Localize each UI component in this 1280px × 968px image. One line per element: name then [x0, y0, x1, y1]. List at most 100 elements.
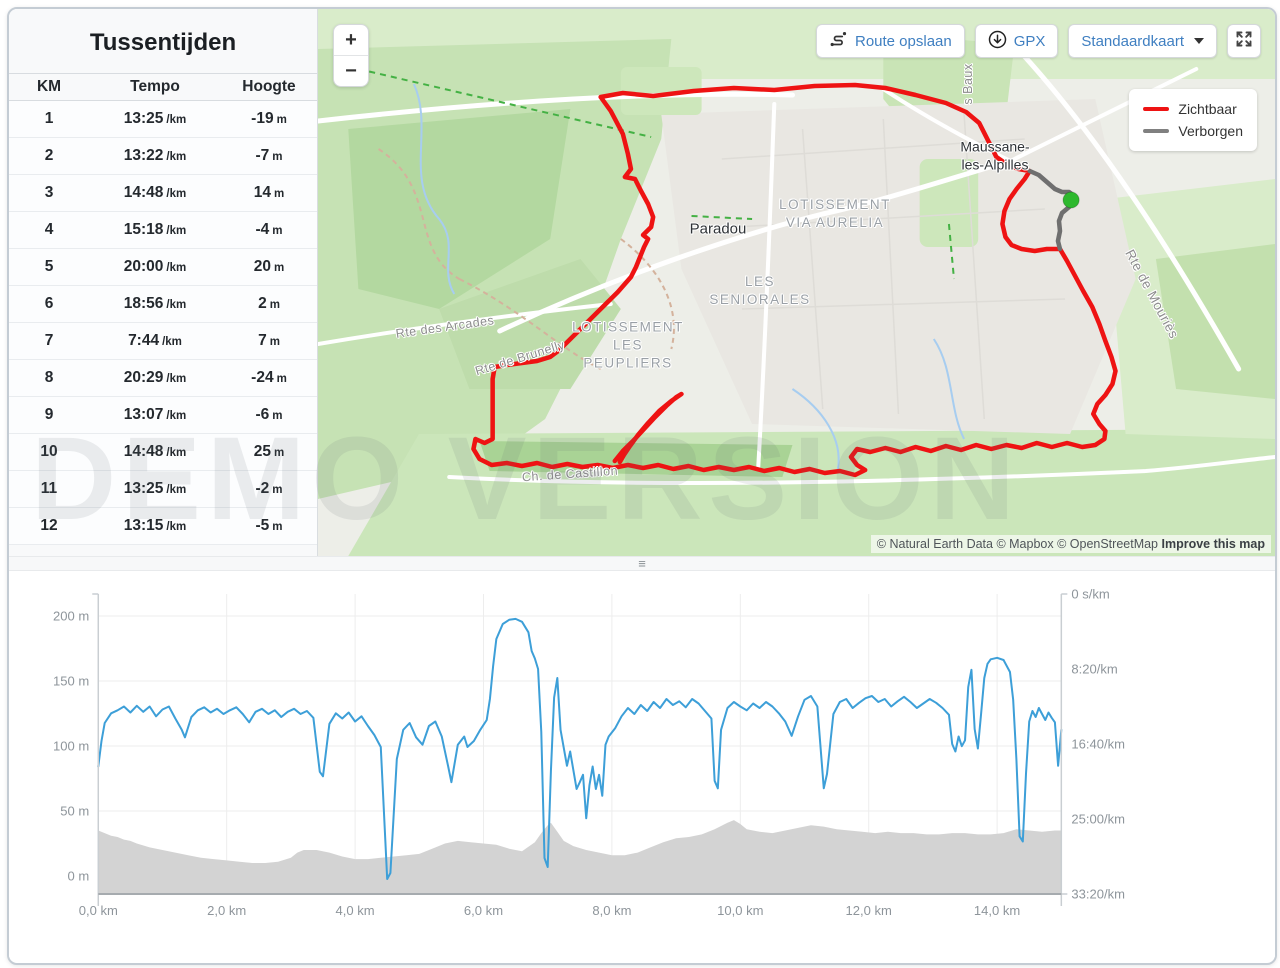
elevation-area: [98, 820, 1062, 894]
split-km: 3: [44, 184, 54, 201]
legend-line-gray: [1143, 129, 1170, 133]
map-basemap: [318, 9, 1275, 556]
divider: [334, 55, 368, 56]
col-km: KM: [36, 78, 62, 95]
split-km: 11: [40, 480, 58, 497]
svg-text:14,0 km: 14,0 km: [974, 903, 1020, 918]
split-tempo: 18:56/km: [123, 295, 187, 312]
split-hoogte: 25 m: [253, 443, 285, 460]
svg-text:10,0 km: 10,0 km: [717, 903, 763, 918]
svg-text:2,0 km: 2,0 km: [207, 903, 246, 918]
split-tempo: 20:29/km: [123, 369, 187, 386]
split-hoogte: -7 m: [255, 147, 283, 164]
zoom-out-button[interactable]: −: [345, 59, 357, 82]
split-km: 4: [44, 221, 54, 238]
split-hoogte: -2 m: [255, 480, 283, 497]
svg-text:100 m: 100 m: [53, 739, 89, 754]
svg-text:33:20/km: 33:20/km: [1071, 887, 1125, 902]
panel-resize-divider[interactable]: ≡: [9, 556, 1275, 571]
route-icon: [829, 30, 848, 53]
svg-text:8,0 km: 8,0 km: [592, 903, 631, 918]
split-tempo: 13:25/km: [123, 480, 187, 497]
split-hoogte: -19 m: [251, 110, 287, 127]
chevron-down-icon: [1194, 38, 1204, 44]
split-tempo: 13:07/km: [123, 406, 187, 423]
splits-panel: Tussentijden KM Tempo Hoogte 1 13:25/km -1…: [9, 9, 317, 556]
route-legend: Zichtbaar Verborgen: [1129, 89, 1257, 151]
legend-line-red: [1143, 107, 1170, 111]
table-row: 6 18:56/km 2 m: [9, 286, 317, 323]
svg-text:150 m: 150 m: [53, 674, 89, 689]
split-km: 9: [44, 406, 54, 423]
svg-text:0 m: 0 m: [68, 869, 90, 884]
split-tempo: 13:25/km: [123, 110, 187, 127]
table-row: 8 20:29/km -24 m: [9, 360, 317, 397]
gpx-download-button[interactable]: GPX: [974, 24, 1059, 58]
svg-text:25:00/km: 25:00/km: [1071, 812, 1125, 827]
map-zoom-control: + −: [333, 24, 369, 87]
route-start-marker: [1062, 191, 1080, 209]
route-layer: [471, 82, 1118, 478]
svg-text:200 m: 200 m: [53, 609, 89, 624]
split-tempo: 14:48/km: [123, 443, 187, 460]
table-row: 5 20:00/km 20 m: [9, 249, 317, 286]
svg-text:0,0 km: 0,0 km: [79, 903, 118, 918]
pace-elevation-chart[interactable]: 200 m 150 m 100 m 50 m 0 m 0 s/km 8:20/km 16:40…: [9, 571, 1275, 957]
table-row: 3 14:48/km 14 m: [9, 175, 317, 212]
svg-text:50 m: 50 m: [60, 804, 89, 819]
table-row: 9 13:07/km -6 m: [9, 397, 317, 434]
table-row: 10 14:48/km 25 m: [9, 434, 317, 471]
pace-line: [97, 617, 1063, 880]
split-km: 1: [44, 110, 54, 127]
map-toolbar: Route opslaan GPX Standaardkaart: [815, 24, 1261, 58]
improve-map-link[interactable]: Improve this map: [1161, 537, 1266, 551]
fullscreen-icon: [1235, 30, 1253, 52]
split-hoogte: -24 m: [251, 369, 287, 386]
fullscreen-button[interactable]: [1227, 24, 1261, 58]
app-frame: Tussentijden KM Tempo Hoogte 1 13:25/km -1…: [7, 7, 1277, 965]
table-row: 4 15:18/km -4 m: [9, 212, 317, 249]
svg-text:0 s/km: 0 s/km: [1071, 587, 1109, 602]
chart-svg: 200 m 150 m 100 m 50 m 0 m 0 s/km 8:20/km 16:40…: [53, 587, 1125, 918]
split-km: 10: [40, 443, 58, 460]
download-icon: [988, 30, 1007, 53]
table-row: 1 13:25/km -19 m: [9, 101, 317, 138]
page-title: Tussentijden: [89, 29, 237, 56]
split-tempo: 15:18/km: [123, 221, 187, 238]
split-hoogte: -5 m: [255, 517, 283, 534]
split-tempo: 13:15/km: [123, 517, 187, 534]
table-row: 12 13:15/km -5 m: [9, 508, 317, 545]
svg-text:8:20/km: 8:20/km: [1071, 662, 1117, 677]
save-route-button[interactable]: Route opslaan: [815, 24, 965, 58]
split-hoogte: 14 m: [253, 184, 285, 201]
splits-table-header: KM Tempo Hoogte: [9, 73, 317, 101]
table-row: 11 13:25/km -2 m: [9, 471, 317, 508]
col-tempo: Tempo: [130, 78, 180, 95]
split-km: 2: [44, 147, 54, 164]
legend-item-visible[interactable]: Zichtbaar: [1143, 98, 1243, 120]
split-tempo: 20:00/km: [123, 258, 187, 275]
svg-text:12,0 km: 12,0 km: [846, 903, 892, 918]
map-style-dropdown[interactable]: Standaardkaart: [1068, 24, 1217, 58]
col-hoogte: Hoogte: [242, 78, 296, 95]
zoom-in-button[interactable]: +: [345, 28, 357, 51]
split-hoogte: -4 m: [255, 221, 283, 238]
legend-item-hidden[interactable]: Verborgen: [1143, 120, 1243, 142]
split-tempo: 7:44/km: [128, 332, 182, 349]
map-canvas[interactable]: Paradou LOTISSEMENT VIA AURELIA LES SENI…: [317, 9, 1275, 556]
splits-table-body: 1 13:25/km -19 m 2 13:22/km -7 m 3 14:48/km 14 m …: [9, 101, 317, 545]
split-km: 5: [44, 258, 54, 275]
top-section: Tussentijden KM Tempo Hoogte 1 13:25/km -1…: [9, 9, 1275, 556]
table-row: 7 7:44/km 7 m: [9, 323, 317, 360]
split-hoogte: -6 m: [255, 406, 283, 423]
svg-text:16:40/km: 16:40/km: [1071, 737, 1125, 752]
split-tempo: 13:22/km: [123, 147, 187, 164]
split-hoogte: 20 m: [253, 258, 285, 275]
table-row: 2 13:22/km -7 m: [9, 138, 317, 175]
svg-text:4,0 km: 4,0 km: [336, 903, 375, 918]
split-km: 12: [40, 517, 58, 534]
split-km: 6: [44, 295, 54, 312]
